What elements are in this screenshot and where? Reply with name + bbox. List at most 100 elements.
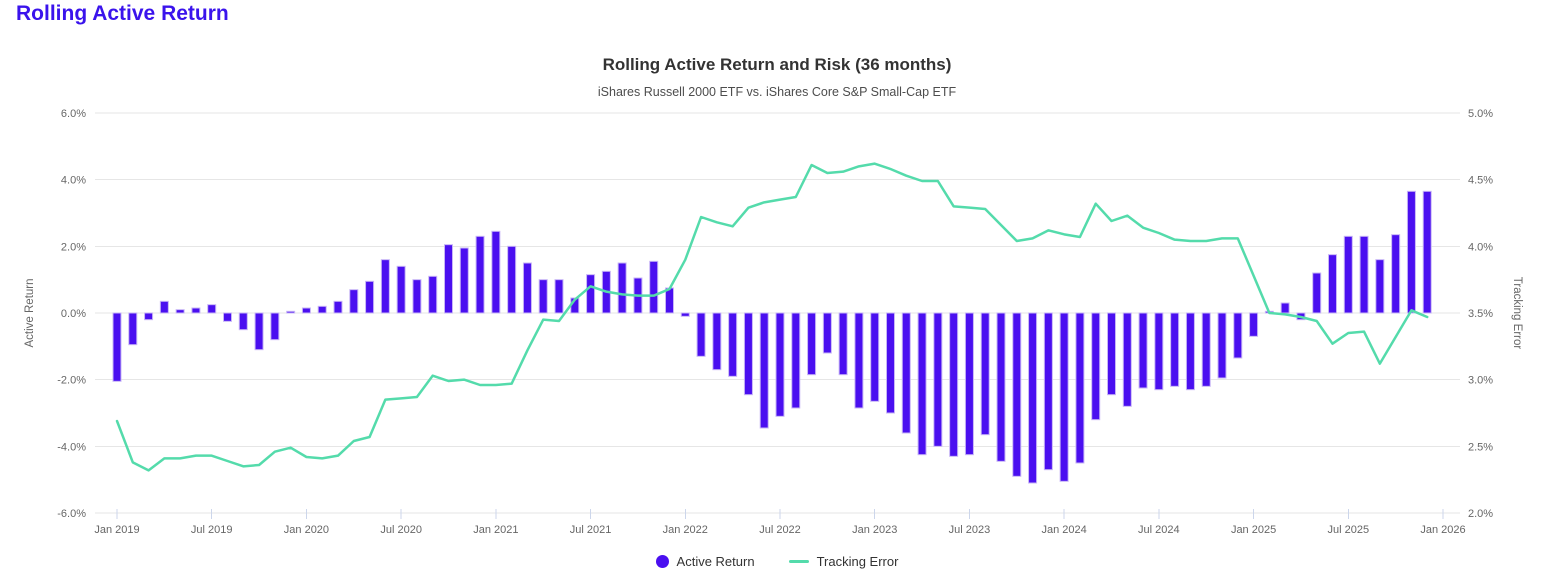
active-return-bar-oct-2019[interactable] (254, 312, 264, 351)
active-return-bar-nov-2021[interactable] (649, 260, 659, 314)
active-return-bar-mar-2022[interactable] (712, 312, 722, 371)
active-return-bar-aug-2020[interactable] (412, 279, 422, 314)
page-title[interactable]: Rolling Active Return (16, 2, 229, 25)
active-return-bar-sep-2020[interactable] (428, 275, 438, 314)
active-return-bar-apr-2019[interactable] (159, 300, 169, 314)
active-return-bar-jan-2023[interactable] (870, 312, 880, 402)
active-return-bar-jun-2019[interactable] (191, 307, 201, 314)
active-return-bar-jan-2024[interactable] (1059, 312, 1069, 482)
active-return-bar-apr-2020[interactable] (349, 289, 359, 314)
active-return-bar-mar-2024[interactable] (1091, 312, 1101, 421)
active-return-bar-may-2022[interactable] (743, 312, 753, 396)
x-axis-tick-label: Jan 2024 (1042, 524, 1087, 536)
active-return-bar-nov-2019[interactable] (270, 312, 280, 341)
active-return-bar-jun-2022[interactable] (759, 312, 769, 429)
active-return-bar-aug-2025[interactable] (1359, 235, 1369, 314)
active-return-bar-sep-2019[interactable] (238, 312, 248, 331)
active-return-bar-may-2020[interactable] (365, 280, 375, 314)
active-return-bar-jun-2023[interactable] (949, 312, 959, 457)
active-return-bar-sep-2021[interactable] (617, 262, 627, 314)
active-return-bar-mar-2020[interactable] (333, 300, 343, 314)
active-return-bar-oct-2023[interactable] (1012, 312, 1022, 477)
active-return-bar-sep-2023[interactable] (996, 312, 1006, 462)
active-return-bar-apr-2022[interactable] (728, 312, 738, 377)
x-axis-tick-marks (116, 509, 1444, 519)
active-return-bar-apr-2023[interactable] (917, 312, 927, 456)
active-return-bar-sep-2022[interactable] (807, 312, 817, 376)
chart-subtitle: iShares Russell 2000 ETF vs. iShares Cor… (598, 85, 957, 99)
active-return-bar-dec-2024[interactable] (1233, 312, 1243, 359)
right-axis-tick-label: 3.0% (1468, 375, 1493, 387)
legend-item-tracking-error[interactable]: Tracking Error (788, 554, 898, 569)
active-return-bar-dec-2025[interactable] (1422, 190, 1432, 314)
active-return-bar-sep-2024[interactable] (1185, 312, 1195, 391)
active-return-bar-jan-2020[interactable] (301, 307, 311, 314)
active-return-bar-jan-2019[interactable] (112, 312, 122, 382)
active-return-bar-jul-2024[interactable] (1154, 312, 1164, 391)
active-return-bar-aug-2023[interactable] (980, 312, 990, 436)
legend-item-active-return[interactable]: Active Return (655, 554, 755, 569)
active-return-bar-nov-2022[interactable] (838, 312, 848, 376)
active-return-bar-feb-2019[interactable] (128, 312, 138, 346)
chart-title: Rolling Active Return and Risk (36 month… (603, 55, 952, 74)
active-return-bar-feb-2022[interactable] (696, 312, 706, 357)
x-axis-tick-label: Jul 2021 (570, 524, 612, 536)
active-return-bar-nov-2024[interactable] (1217, 312, 1227, 379)
active-return-bar-jan-2025[interactable] (1249, 312, 1259, 337)
tracking-error-marker-icon (788, 560, 809, 563)
active-return-bar-dec-2022[interactable] (854, 312, 864, 409)
x-axis-tick-label: Jan 2026 (1420, 524, 1465, 536)
active-return-bar-jun-2020[interactable] (380, 259, 390, 314)
active-return-bar-jun-2025[interactable] (1328, 254, 1337, 314)
active-return-bars (112, 190, 1432, 484)
active-return-bar-mar-2019[interactable] (144, 312, 154, 321)
right-axis-tick-label: 3.5% (1468, 308, 1493, 320)
active-return-marker-icon (655, 555, 669, 568)
active-return-bar-jun-2024[interactable] (1138, 312, 1148, 389)
active-return-bar-mar-2023[interactable] (901, 312, 911, 434)
active-return-bar-feb-2024[interactable] (1075, 312, 1085, 464)
active-return-bar-oct-2020[interactable] (444, 244, 453, 314)
active-return-bar-may-2024[interactable] (1122, 312, 1132, 407)
active-return-bar-jul-2022[interactable] (775, 312, 785, 417)
active-return-bar-oct-2025[interactable] (1391, 234, 1401, 314)
active-return-bar-nov-2025[interactable] (1406, 190, 1416, 314)
right-axis-title: Tracking Error (1511, 277, 1523, 350)
left-axis-tick-label: -4.0% (57, 441, 86, 453)
active-return-bar-may-2019[interactable] (175, 309, 185, 314)
active-return-bar-aug-2019[interactable] (223, 312, 232, 322)
active-return-bar-jul-2025[interactable] (1343, 235, 1353, 314)
left-axis-tick-label: 0.0% (61, 308, 86, 320)
active-return-bar-nov-2020[interactable] (459, 247, 469, 314)
active-return-bar-jul-2023[interactable] (964, 312, 974, 456)
active-return-bar-may-2023[interactable] (933, 312, 943, 447)
active-return-bar-jul-2021[interactable] (586, 274, 596, 314)
active-return-bar-may-2025[interactable] (1312, 272, 1322, 314)
active-return-bar-sep-2025[interactable] (1375, 259, 1385, 314)
x-axis-tick-label: Jul 2023 (949, 524, 991, 536)
active-return-bar-apr-2024[interactable] (1107, 312, 1116, 396)
active-return-bar-feb-2023[interactable] (886, 312, 895, 414)
active-return-bar-jul-2020[interactable] (396, 265, 406, 314)
active-return-bar-mar-2025[interactable] (1280, 302, 1290, 314)
active-return-bar-jul-2019[interactable] (207, 304, 217, 314)
legend-label-active-return: Active Return (676, 554, 755, 569)
active-return-bar-dec-2021[interactable] (665, 287, 674, 314)
tracking-error-line[interactable] (115, 162, 1429, 472)
active-return-bar-apr-2021[interactable] (538, 279, 548, 314)
active-return-bar-feb-2021[interactable] (507, 245, 517, 314)
active-return-bar-dec-2023[interactable] (1043, 312, 1053, 471)
active-return-bar-jan-2022[interactable] (680, 312, 690, 317)
active-return-bar-aug-2024[interactable] (1170, 312, 1180, 387)
active-return-bar-dec-2020[interactable] (475, 235, 485, 314)
active-return-bar-nov-2023[interactable] (1028, 312, 1038, 484)
active-return-bar-jan-2021[interactable] (491, 230, 501, 314)
active-return-bar-oct-2024[interactable] (1201, 312, 1211, 387)
active-return-bar-aug-2022[interactable] (791, 312, 801, 409)
active-return-bar-dec-2019[interactable] (286, 310, 296, 314)
active-return-bar-oct-2022[interactable] (822, 312, 832, 354)
active-return-bar-may-2021[interactable] (554, 279, 564, 314)
active-return-bar-feb-2020[interactable] (317, 305, 327, 314)
active-return-bar-mar-2021[interactable] (522, 262, 532, 314)
